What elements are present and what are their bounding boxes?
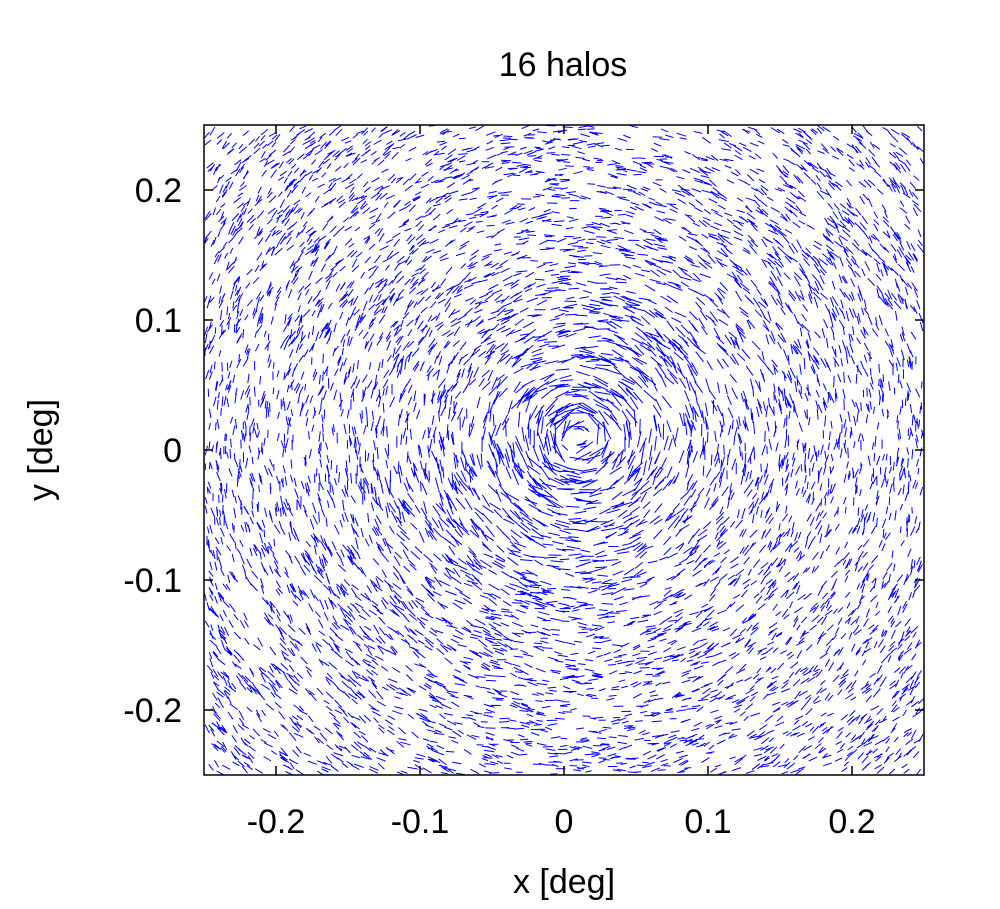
y-axis-ticks: -0.2 -0.1 0 0.1 0.2 xyxy=(123,172,924,730)
y-tick-label: -0.2 xyxy=(123,692,182,730)
y-tick-label: -0.1 xyxy=(123,562,182,600)
chart-title: 16 halos xyxy=(499,46,628,84)
x-axis-ticks: -0.2 -0.1 0 0.1 0.2 xyxy=(247,125,876,841)
x-axis-label: x [deg] xyxy=(513,863,615,901)
x-tick-label: -0.1 xyxy=(391,803,450,841)
x-tick-label: 0 xyxy=(555,803,574,841)
shear-stick-series xyxy=(203,124,925,776)
x-tick-label: -0.2 xyxy=(247,803,306,841)
y-tick-label: 0 xyxy=(163,432,182,470)
y-tick-label: 0.1 xyxy=(135,302,182,340)
y-tick-label: 0.2 xyxy=(135,172,182,210)
x-tick-label: 0.2 xyxy=(828,803,875,841)
y-axis-label: y [deg] xyxy=(22,399,60,501)
x-tick-label: 0.1 xyxy=(684,803,731,841)
shear-sticks xyxy=(203,124,925,776)
